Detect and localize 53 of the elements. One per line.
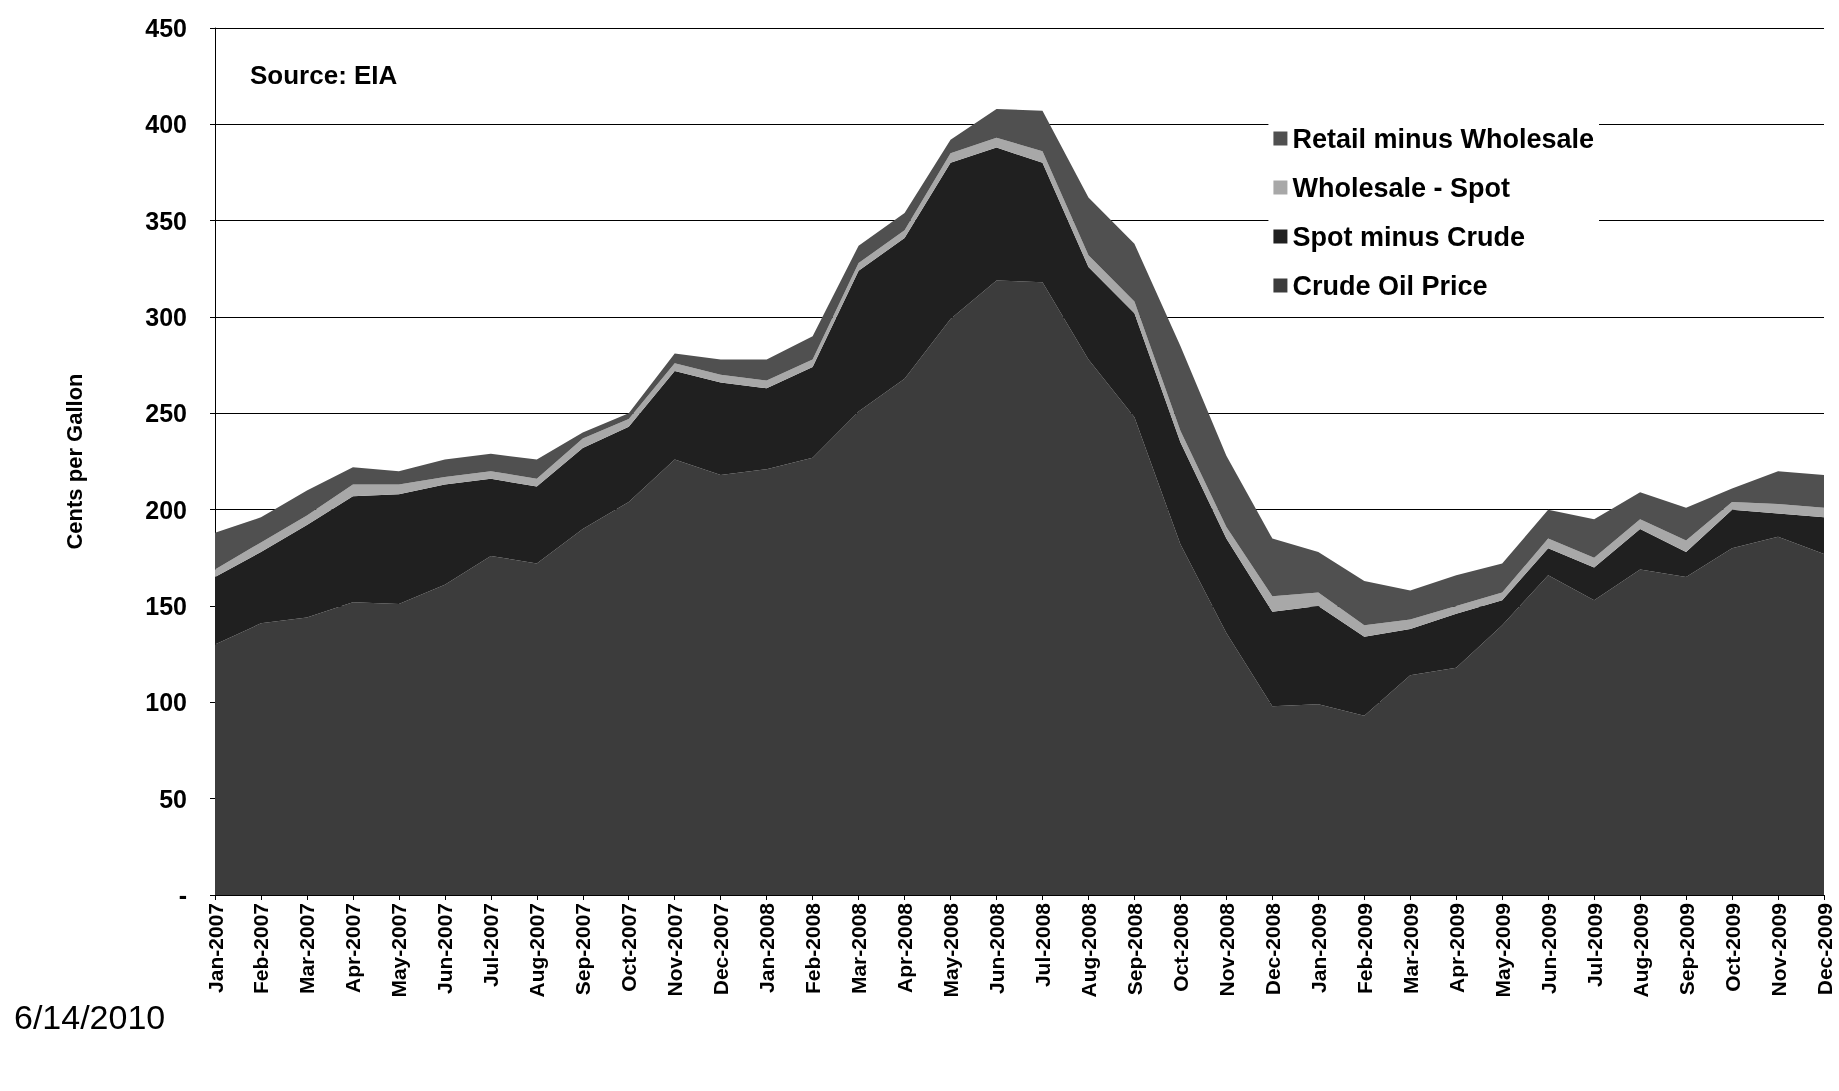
y-tick-label: 150 [145, 592, 187, 620]
legend-label: Retail minus Wholesale [1292, 123, 1594, 154]
y-tick-label: 450 [145, 14, 187, 42]
x-tick-label: Aug-2009 [1628, 903, 1652, 998]
x-tick-label: Nov-2009 [1766, 903, 1790, 997]
y-tick-label: - [178, 881, 187, 909]
y-tick-label: 250 [145, 399, 187, 428]
text: 6/14/2010 [14, 998, 166, 1036]
x-tick-label: Nov-2007 [663, 903, 687, 997]
x-tick-label: Jun-2008 [985, 902, 1009, 995]
y-tick-label: 50 [159, 784, 187, 813]
x-tick-label: Feb-2008 [801, 902, 825, 995]
y-tick-label: 100 [145, 688, 187, 717]
x-tick-label: May-2008 [939, 902, 963, 998]
legend-label: Crude Oil Price [1292, 270, 1488, 301]
y-tick-label: 350 [145, 206, 187, 235]
x-tick-label: Jan-2007 [203, 903, 227, 993]
y-tick-label: 300 [145, 303, 187, 331]
y-axis-title: Cents per Gallon [61, 373, 87, 550]
annotation: Source: EIA [250, 60, 398, 90]
x-tick-label: Sep-2008 [1122, 902, 1146, 996]
x-tick-label: Jun-2007 [433, 903, 457, 995]
x-tick-label: Sep-2009 [1674, 903, 1698, 996]
x-tick-label: Aug-2007 [525, 903, 549, 998]
x-tick-label: Oct-2008 [1168, 902, 1192, 992]
x-tick-label: Mar-2009 [1398, 903, 1422, 995]
x-tick-label: Jan-2008 [755, 902, 779, 993]
x-tick-label: Feb-2009 [1352, 903, 1376, 995]
x-tick-label: Jul-2008 [1030, 902, 1054, 988]
legend-label: Wholesale - Spot [1292, 172, 1510, 203]
legend-label: Spot minus Crude [1292, 221, 1525, 252]
x-tick-label: Oct-2009 [1720, 903, 1744, 992]
x-tick-label: Mar-2007 [295, 903, 319, 995]
x-tick-label: Jul-2007 [479, 903, 503, 988]
x-tick-label: Dec-2009 [1812, 903, 1836, 996]
x-tick-label: Feb-2007 [249, 903, 273, 995]
x-tick-label: Sep-2007 [571, 903, 595, 996]
x-tick-label: Jul-2009 [1582, 903, 1606, 988]
x-tick-label: Oct-2007 [617, 903, 641, 992]
x-tick-label: Dec-2008 [1260, 902, 1284, 996]
x-tick-label: Aug-2008 [1076, 902, 1100, 998]
x-tick-label: May-2007 [387, 903, 411, 998]
x-tick-label: Apr-2008 [893, 902, 917, 993]
y-tick-label: 200 [145, 495, 187, 524]
x-tick-label: Mar-2008 [847, 902, 871, 995]
x-tick-label: Nov-2008 [1214, 902, 1238, 997]
x-tick-label: Apr-2009 [1444, 903, 1468, 993]
x-tick-label: Jun-2009 [1536, 903, 1560, 995]
x-tick-label: Apr-2007 [341, 903, 365, 993]
x-tick-label: Dec-2007 [709, 903, 733, 996]
x-tick-label: May-2009 [1490, 903, 1514, 998]
y-tick-label: 400 [145, 110, 187, 139]
x-tick-label: Jan-2009 [1306, 903, 1330, 993]
